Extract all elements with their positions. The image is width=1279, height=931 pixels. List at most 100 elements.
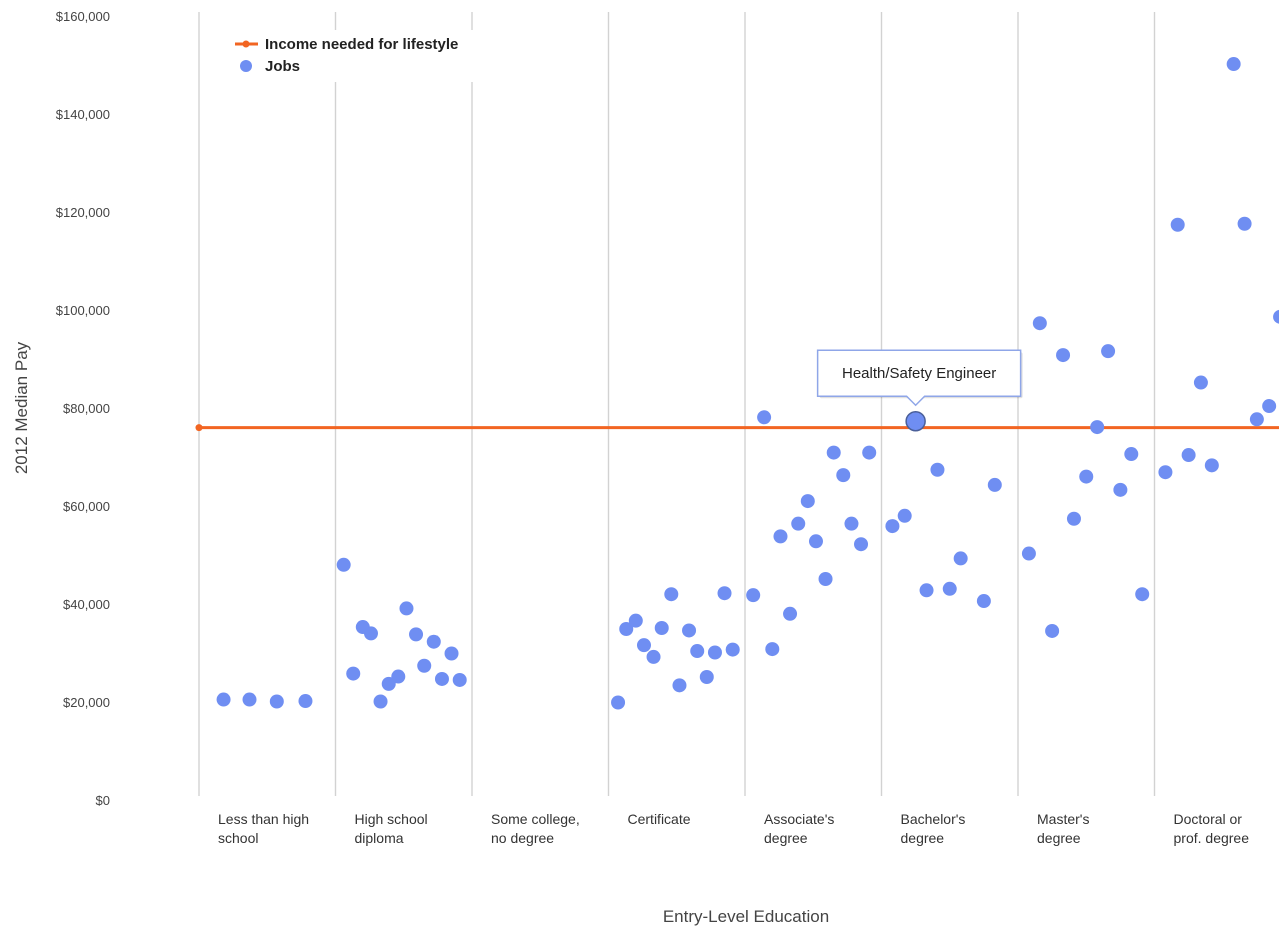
job-point[interactable] [919,583,934,598]
job-point[interactable] [1181,448,1196,463]
job-point[interactable] [800,494,815,509]
legend-item-jobs[interactable]: Jobs [240,58,300,75]
job-point[interactable] [791,516,806,531]
job-point[interactable] [346,666,361,681]
job-point[interactable] [707,645,722,660]
job-point[interactable] [381,676,396,691]
job-point[interactable] [373,694,388,709]
job-point[interactable] [654,621,669,636]
x-category-line1: Bachelor's [901,811,966,827]
job-point[interactable] [765,642,780,657]
x-category-line1: Less than high [218,811,309,827]
job-point[interactable] [1170,217,1185,232]
job-point[interactable] [628,613,643,628]
job-point[interactable] [1226,57,1241,72]
x-axis-title: Entry-Level Education [663,907,829,926]
job-point[interactable] [844,516,859,531]
job-point[interactable] [953,551,968,566]
y-tick-label: $0 [96,793,110,808]
job-point[interactable] [976,594,991,609]
job-point[interactable] [746,588,761,603]
job-point[interactable] [417,658,432,673]
job-point[interactable] [269,694,284,709]
job-point[interactable] [1021,546,1036,561]
job-point[interactable] [717,586,732,601]
job-point[interactable] [1056,348,1071,363]
job-point[interactable] [826,445,841,460]
x-category-line2: degree [764,830,808,846]
job-point[interactable] [646,649,661,664]
job-point[interactable] [242,692,257,707]
job-point[interactable] [930,462,945,477]
job-point[interactable] [1204,458,1219,473]
jobs-points [216,57,1279,710]
job-point[interactable] [942,581,957,596]
x-category-label: Associate's degree [764,811,834,846]
job-point[interactable] [725,642,740,657]
job-point[interactable] [818,572,833,587]
y-axis-ticks: $0 $20,000 $40,000 $60,000 $80,000 $100,000 $1… [56,9,110,808]
job-point[interactable] [452,672,467,687]
job-point[interactable] [862,445,877,460]
y-tick-label: $100,000 [56,303,110,318]
highlighted-job-point[interactable] [905,410,926,432]
job-point[interactable] [298,694,313,709]
job-point[interactable] [757,410,772,425]
y-tick-label: $20,000 [63,695,110,710]
point-tooltip: Health/Safety Engineer [816,349,1023,432]
job-point[interactable] [672,678,687,693]
job-point[interactable] [897,508,912,523]
legend-item-lifestyle[interactable]: Income needed for lifestyle [235,36,458,53]
job-point[interactable] [363,626,378,641]
tooltip-label: Health/Safety Engineer [842,365,996,382]
job-point[interactable] [399,601,414,616]
job-point[interactable] [1135,587,1150,602]
job-point[interactable] [1124,447,1139,462]
y-tick-label: $40,000 [63,597,110,612]
x-category-line1: Doctoral or [1174,811,1243,827]
job-point[interactable] [1101,344,1116,359]
y-tick-label: $120,000 [56,205,110,220]
y-tick-label: $160,000 [56,9,110,24]
job-point[interactable] [336,557,351,572]
job-point[interactable] [391,669,406,684]
job-point[interactable] [619,621,634,636]
job-point[interactable] [1113,482,1128,497]
y-tick-label: $140,000 [56,107,110,122]
job-point[interactable] [216,692,231,707]
job-point[interactable] [682,623,697,638]
x-axis-categories: Less than high school High school diploma So… [218,811,1249,846]
job-point[interactable] [1066,511,1081,526]
job-point[interactable] [426,634,441,649]
job-point[interactable] [1193,375,1208,390]
job-point[interactable] [1237,216,1252,231]
job-point[interactable] [1045,623,1060,638]
job-point[interactable] [1090,420,1105,435]
job-point[interactable] [783,606,798,621]
job-point[interactable] [808,534,823,549]
job-point[interactable] [1249,412,1264,427]
x-category-line1: Certificate [628,811,691,827]
job-point[interactable] [836,468,851,483]
job-point[interactable] [699,670,714,685]
job-point[interactable] [409,627,424,642]
x-category-line1: Associate's [764,811,834,827]
job-point[interactable] [611,695,626,710]
job-point[interactable] [854,537,869,552]
job-point[interactable] [1079,469,1094,484]
job-point[interactable] [434,671,449,686]
job-point[interactable] [987,477,1002,492]
job-point[interactable] [444,646,459,661]
job-point[interactable] [1032,316,1047,331]
job-point[interactable] [690,644,705,659]
job-point[interactable] [664,587,679,602]
job-point[interactable] [885,519,900,534]
job-point[interactable] [1158,465,1173,480]
legend-label-jobs: Jobs [265,58,300,75]
job-point[interactable] [1273,309,1279,324]
x-category-line2: prof. degree [1174,830,1250,846]
job-point[interactable] [636,638,651,653]
job-point[interactable] [773,529,788,544]
job-point[interactable] [1262,399,1277,414]
